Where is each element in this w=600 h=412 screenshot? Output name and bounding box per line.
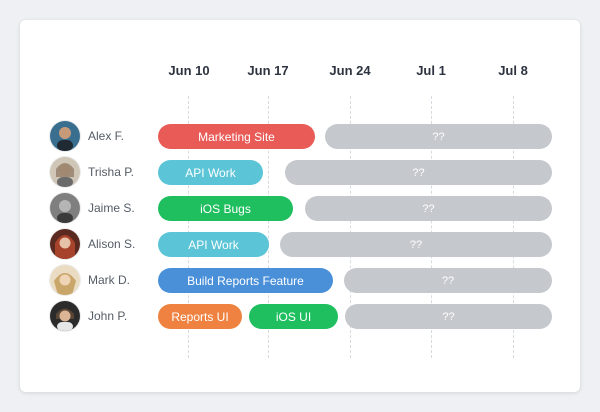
date-header-jun-10: Jun 10 — [168, 63, 210, 78]
person-row-alison: Alison S. — [50, 229, 135, 259]
task-bar-unknown[interactable]: ?? — [305, 196, 552, 221]
user-avatar-icon[interactable] — [50, 157, 80, 187]
person-name: John P. — [88, 309, 128, 323]
date-header-jul-1: Jul 1 — [416, 63, 446, 78]
gridline-jun-24 — [350, 96, 351, 358]
user-avatar-icon[interactable] — [50, 121, 80, 151]
person-row-jaime: Jaime S. — [50, 193, 135, 223]
gridline-jun-17 — [268, 96, 269, 358]
task-bar-ios-ui[interactable]: iOS UI — [249, 304, 338, 329]
task-bar-unknown[interactable]: ?? — [325, 124, 552, 149]
gridline-jul-8 — [513, 96, 514, 358]
person-row-mark: Mark D. — [50, 265, 130, 295]
task-bar-unknown[interactable]: ?? — [345, 304, 552, 329]
person-row-trisha: Trisha P. — [50, 157, 134, 187]
task-bar-reports-ui[interactable]: Reports UI — [158, 304, 242, 329]
person-name: Mark D. — [88, 273, 130, 287]
user-avatar-icon[interactable] — [50, 301, 80, 331]
task-bar-unknown[interactable]: ?? — [280, 232, 552, 257]
person-name: Trisha P. — [88, 165, 135, 179]
date-header-jun-17: Jun 17 — [247, 63, 289, 78]
task-bar-marketing-site[interactable]: Marketing Site — [158, 124, 315, 149]
task-bar-unknown[interactable]: ?? — [285, 160, 552, 185]
person-name: Alison S. — [88, 237, 136, 251]
person-row-john: John P. — [50, 301, 127, 331]
task-bar-unknown[interactable]: ?? — [344, 268, 552, 293]
task-bar-api-work[interactable]: API Work — [158, 232, 269, 257]
person-row-alex: Alex F. — [50, 121, 124, 151]
task-bar-ios-bugs[interactable]: iOS Bugs — [158, 196, 293, 221]
gridline-jun-10 — [188, 96, 189, 358]
date-header-jun-24: Jun 24 — [329, 63, 371, 78]
user-avatar-icon[interactable] — [50, 193, 80, 223]
user-avatar-icon[interactable] — [50, 229, 80, 259]
gridline-jul-1 — [431, 96, 432, 358]
date-header-jul-8: Jul 8 — [498, 63, 528, 78]
person-name: Alex F. — [88, 129, 125, 143]
task-bar-api-work[interactable]: API Work — [158, 160, 263, 185]
task-bar-build-reports-feature[interactable]: Build Reports Feature — [158, 268, 333, 293]
person-name: Jaime S. — [88, 201, 135, 215]
user-avatar-icon[interactable] — [50, 265, 80, 295]
